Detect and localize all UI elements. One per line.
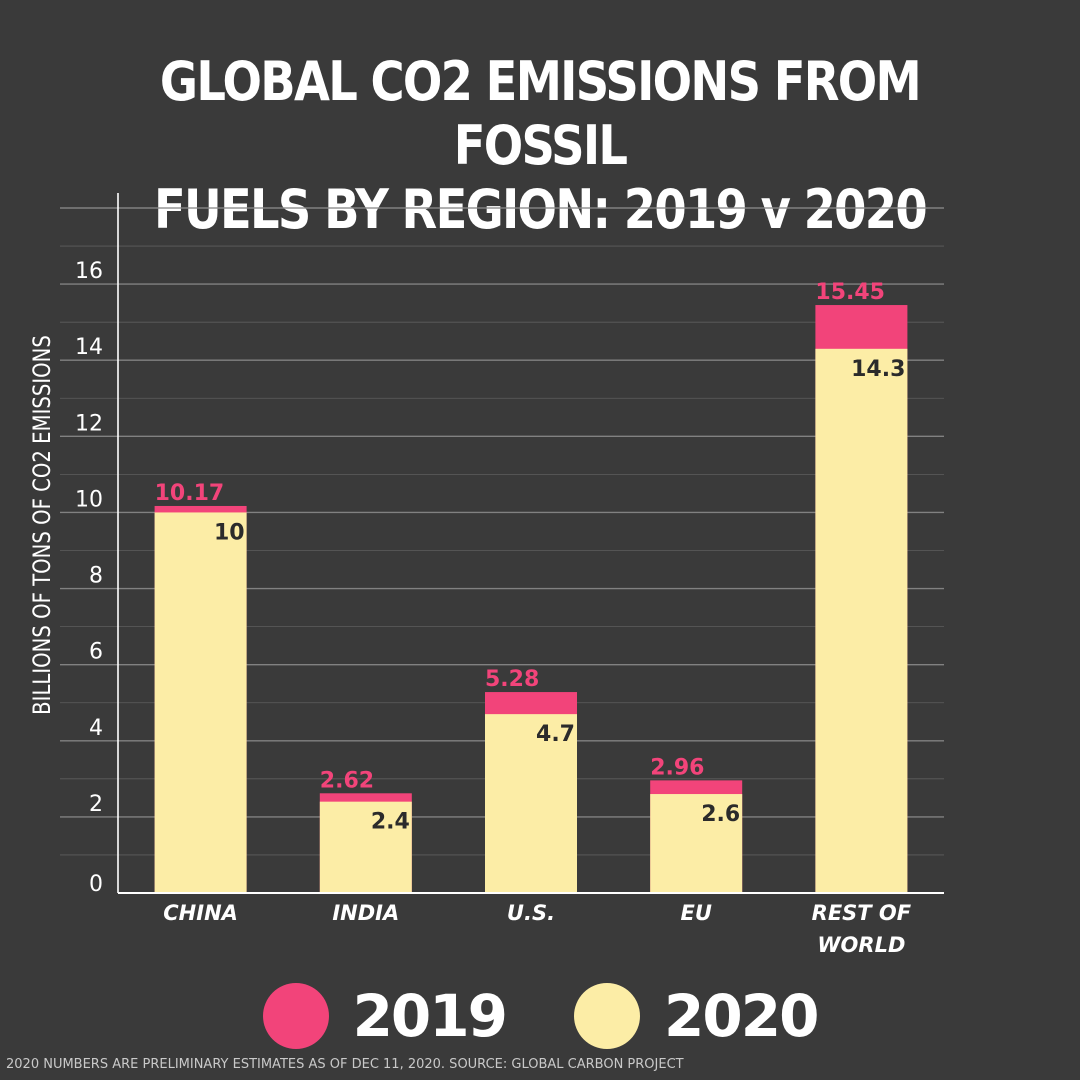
- y-tick-label: 4: [89, 716, 103, 741]
- value-label-2019: 10.17: [155, 481, 225, 506]
- value-label-2020: 14.3: [851, 357, 905, 382]
- legend-item-2019: 2019: [262, 982, 508, 1050]
- y-tick-label: 8: [89, 564, 103, 589]
- legend: 2019 2020: [0, 978, 1080, 1054]
- legend-item-2020: 2020: [574, 982, 819, 1050]
- bar-2020: [319, 801, 412, 893]
- y-tick-label: 6: [89, 640, 103, 665]
- legend-swatch-2019: [262, 983, 329, 1049]
- category-label: EU: [680, 901, 711, 925]
- y-tick-label: 14: [75, 335, 103, 360]
- bar-2020: [815, 348, 908, 893]
- chart-title-line-1: GLOBAL CO2 EMISSIONS FROM FOSSIL: [159, 50, 922, 177]
- category-label: WORLD: [817, 933, 905, 957]
- value-label-2019: 2.96: [650, 755, 704, 780]
- value-label-2020: 4.7: [536, 722, 575, 747]
- category-label: CHINA: [163, 901, 238, 925]
- footnote: 2020 NUMBERS ARE PRELIMINARY ESTIMATES A…: [6, 1057, 684, 1072]
- y-axis-title: BILLIONS OF TONS OF CO2 EMISSIONS: [29, 335, 56, 715]
- bar-2020: [485, 714, 577, 893]
- chart-title: GLOBAL CO2 EMISSIONS FROM FOSSIL FUELS B…: [76, 50, 1005, 242]
- value-label-2019: 15.45: [815, 280, 885, 305]
- y-tick-label: 10: [75, 487, 103, 512]
- bar-2020: [650, 794, 743, 893]
- legend-label-2020: 2020: [664, 982, 819, 1050]
- y-tick-label: 12: [75, 411, 103, 436]
- category-label: REST OF: [812, 901, 912, 925]
- legend-swatch-2020: [574, 983, 640, 1049]
- value-label-2020: 2.4: [371, 810, 410, 835]
- value-label-2020: 10: [214, 520, 245, 545]
- category-label: INDIA: [332, 901, 399, 925]
- chart-title-line-2: FUELS BY REGION: 2019 v 2020: [154, 178, 928, 241]
- value-label-2019: 5.28: [485, 667, 539, 692]
- y-tick-label: 0: [89, 872, 103, 897]
- value-label-2019: 2.62: [320, 768, 374, 793]
- bar-2020: [154, 512, 247, 893]
- category-label: U.S.: [507, 901, 555, 925]
- value-label-2020: 2.6: [701, 802, 740, 827]
- legend-label-2019: 2019: [352, 982, 508, 1050]
- y-tick-label: 16: [75, 259, 103, 284]
- y-tick-label: 2: [89, 792, 103, 817]
